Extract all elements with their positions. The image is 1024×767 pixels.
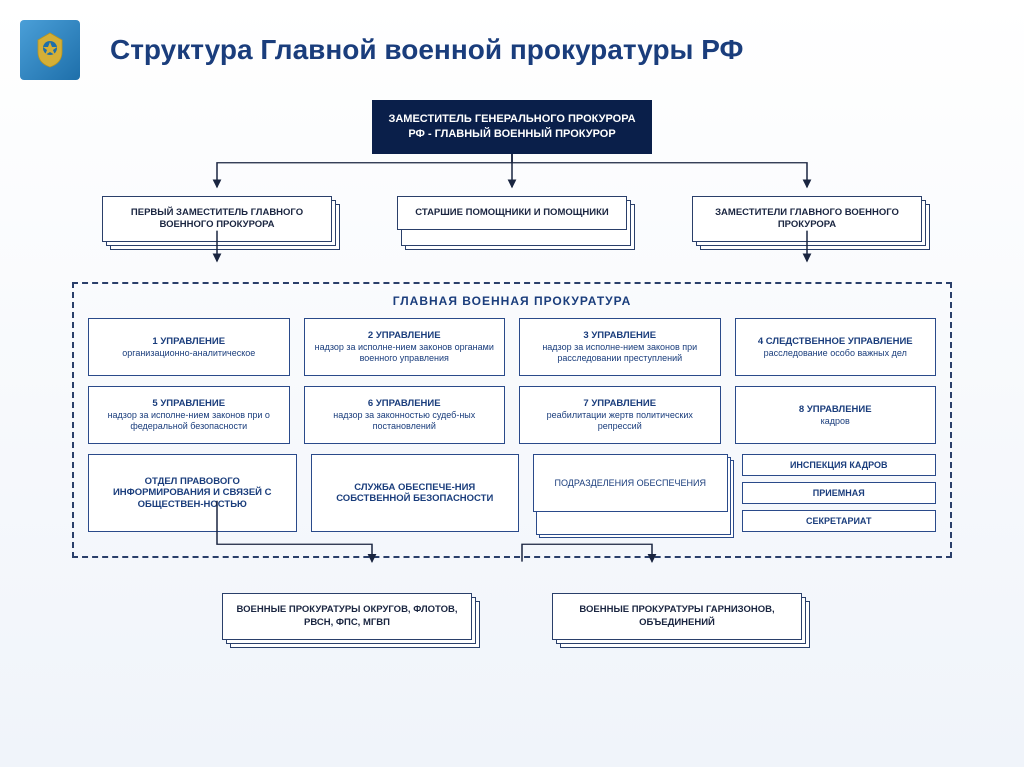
deputy-box-1: СТАРШИЕ ПОМОЩНИКИ И ПОМОЩНИКИ: [397, 196, 627, 243]
dept-4: 4 СЛЕДСТВЕННОЕ УПРАВЛЕНИЕ расследование …: [735, 318, 937, 376]
top-box: ЗАМЕСТИТЕЛЬ ГЕНЕРАЛЬНОГО ПРОКУРОРА РФ - …: [372, 100, 652, 154]
dept-row-3: ОТДЕЛ ПРАВОВОГО ИНФОРМИРОВАНИЯ И СВЯЗЕЙ …: [88, 454, 936, 532]
dept-5: 5 УПРАВЛЕНИЕ надзор за исполне-нием зако…: [88, 386, 290, 444]
bottom-box-1: ВОЕННЫЕ ПРОКУРАТУРЫ ГАРНИЗОНОВ, ОБЪЕДИНЕ…: [552, 593, 802, 640]
dept-8: 8 УПРАВЛЕНИЕ кадров: [735, 386, 937, 444]
dept-7: 7 УПРАВЛЕНИЕ реабилитации жертв политиче…: [519, 386, 721, 444]
dept-security: СЛУЖБА ОБЕСПЕЧЕ-НИЯ СОБСТВЕННОЙ БЕЗОПАСН…: [311, 454, 520, 532]
dept-2: 2 УПРАВЛЕНИЕ надзор за исполне-нием зако…: [304, 318, 506, 376]
dept-legal-info: ОТДЕЛ ПРАВОВОГО ИНФОРМИРОВАНИЯ И СВЯЗЕЙ …: [88, 454, 297, 532]
dept-1: 1 УПРАВЛЕНИЕ организационно-аналитическо…: [88, 318, 290, 376]
deputies-row: ПЕРВЫЙ ЗАМЕСТИТЕЛЬ ГЛАВНОГО ВОЕННОГО ПРО…: [72, 196, 952, 243]
dept-6: 6 УПРАВЛЕНИЕ надзор за законностью судеб…: [304, 386, 506, 444]
org-chart: ЗАМЕСТИТЕЛЬ ГЕНЕРАЛЬНОГО ПРОКУРОРА РФ - …: [72, 100, 952, 640]
deputy-box-2: ЗАМЕСТИТЕЛИ ГЛАВНОГО ВОЕННОГО ПРОКУРОРА: [692, 196, 922, 243]
main-container: ГЛАВНАЯ ВОЕННАЯ ПРОКУРАТУРА 1 УПРАВЛЕНИЕ…: [72, 282, 952, 558]
dept-row-2: 5 УПРАВЛЕНИЕ надзор за исполне-нием зако…: [88, 386, 936, 444]
header: Структура Главной военной прокуратуры РФ: [0, 0, 1024, 90]
bottom-row: ВОЕННЫЕ ПРОКУРАТУРЫ ОКРУГОВ, ФЛОТОВ, РВС…: [72, 593, 952, 640]
main-section-title: ГЛАВНАЯ ВОЕННАЯ ПРОКУРАТУРА: [88, 294, 936, 308]
deputy-box-0: ПЕРВЫЙ ЗАМЕСТИТЕЛЬ ГЛАВНОГО ВОЕННОГО ПРО…: [102, 196, 332, 243]
small-dept-inspection: ИНСПЕКЦИЯ КАДРОВ: [742, 454, 937, 476]
right-small-col: ИНСПЕКЦИЯ КАДРОВ ПРИЕМНАЯ СЕКРЕТАРИАТ: [742, 454, 937, 532]
dept-3: 3 УПРАВЛЕНИЕ надзор за исполне-нием зако…: [519, 318, 721, 376]
bottom-box-0: ВОЕННЫЕ ПРОКУРАТУРЫ ОКРУГОВ, ФЛОТОВ, РВС…: [222, 593, 472, 640]
small-dept-reception: ПРИЕМНАЯ: [742, 482, 937, 504]
small-dept-secretariat: СЕКРЕТАРИАТ: [742, 510, 937, 532]
dept-row-1: 1 УПРАВЛЕНИЕ организационно-аналитическо…: [88, 318, 936, 376]
dept-support-units: ПОДРАЗДЕЛЕНИЯ ОБЕСПЕЧЕНИЯ: [533, 454, 728, 532]
emblem-icon: [20, 20, 80, 80]
page-title: Структура Главной военной прокуратуры РФ: [110, 34, 743, 66]
